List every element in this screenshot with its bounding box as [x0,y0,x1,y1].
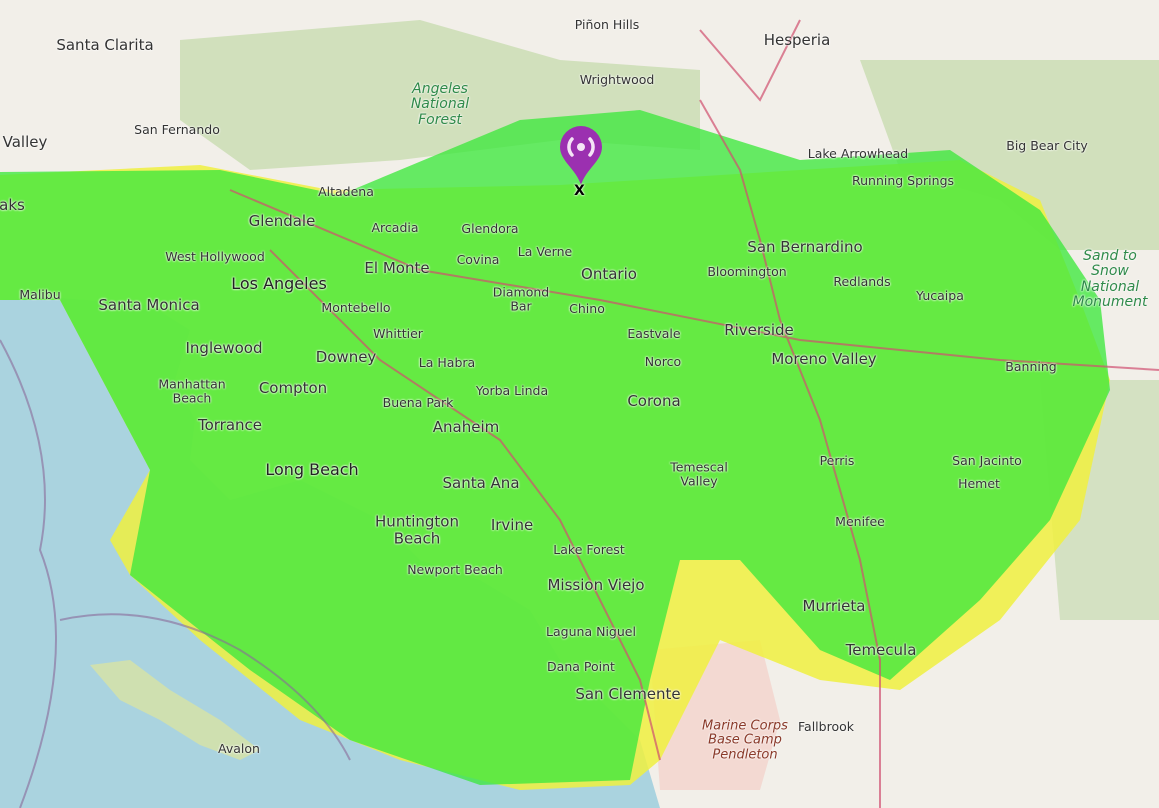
catalina-island [90,660,260,760]
place-label: Wrightwood [579,72,655,88]
place-label: West Hollywood [165,249,265,265]
place-label: Eastvale [627,326,681,342]
place-label: Temescal Valley [670,459,728,488]
place-label: Manhattan Beach [158,376,226,405]
place-label: Yucaipa [916,288,964,304]
place-label: Irvine [490,515,534,534]
place-label: Murrieta [802,596,866,615]
sea-boundary-lines [0,339,351,808]
place-label: Newport Beach [407,562,503,578]
place-label: aks [0,195,25,214]
place-label: Perris [819,453,855,469]
place-label: La Verne [517,244,573,260]
place-label: Marine Corps Base Camp Pendleton [702,718,788,763]
place-label: El Monte [364,258,430,277]
marker-label: X [574,183,585,199]
place-label: Yorba Linda [475,383,549,399]
place-label: Redlands [833,274,891,290]
place-label: Buena Park [382,395,454,411]
place-label: San Clemente [575,684,681,703]
place-label: Dana Point [547,659,615,675]
place-label: Huntington Beach [375,512,459,547]
radio-tower-icon [560,126,602,185]
place-label: Angeles National Forest [410,80,470,128]
place-label: Valley [2,132,48,151]
place-label: Compton [258,378,328,397]
place-label: Fallbrook [798,719,854,735]
place-label: San Jacinto [952,453,1022,469]
place-label: Lake Forest [553,542,625,558]
place-label: Hemet [958,476,1000,492]
place-label: Diamond Bar [492,284,550,313]
place-label: Glendora [461,221,519,237]
place-label: Inglewood [185,338,263,357]
place-label: Mission Viejo [547,575,645,594]
place-label: Anaheim [432,417,500,436]
place-label: Whittier [373,326,423,342]
place-label: Arcadia [371,220,419,236]
place-label: Montebello [321,300,391,316]
roads [229,19,1159,808]
national-forest-area [860,60,1159,250]
place-label: Chino [569,301,605,317]
place-label: Covina [456,252,500,268]
place-label: Running Springs [851,173,955,189]
place-label: Santa Clarita [56,35,154,54]
place-label: Glendale [248,211,316,230]
place-label: Los Angeles [231,274,327,294]
place-label: Menifee [835,514,885,530]
place-label: Laguna Niguel [546,624,636,640]
place-label: Avalon [218,741,260,757]
place-label: Corona [627,391,681,410]
place-label: San Bernardino [747,237,863,256]
place-label: Malibu [19,287,61,303]
place-label: Big Bear City [1006,138,1088,154]
place-label: Norco [644,354,682,370]
place-label: Altadena [318,184,374,200]
transmitter-marker[interactable] [558,125,604,187]
place-label: Moreno Valley [771,349,877,368]
place-label: Lake Arrowhead [807,146,909,162]
place-label: San Fernando [134,122,220,138]
place-label: La Habra [418,355,476,371]
place-label: Santa Ana [442,473,520,492]
place-label: Riverside [724,320,794,339]
place-label: Hesperia [763,30,831,49]
place-label: Downey [315,347,377,366]
place-label: Ontario [581,264,637,283]
coverage-strong-area [0,110,1110,785]
place-label: Torrance [197,415,263,434]
place-label: Temecula [845,640,917,659]
place-label: Bloomington [707,264,787,280]
place-label: Banning [1005,359,1057,375]
place-label: Piñon Hills [574,17,640,33]
place-label: Sand to Snow National Monument [1072,248,1148,311]
place-label: Long Beach [265,460,359,480]
place-label: Santa Monica [98,295,200,314]
